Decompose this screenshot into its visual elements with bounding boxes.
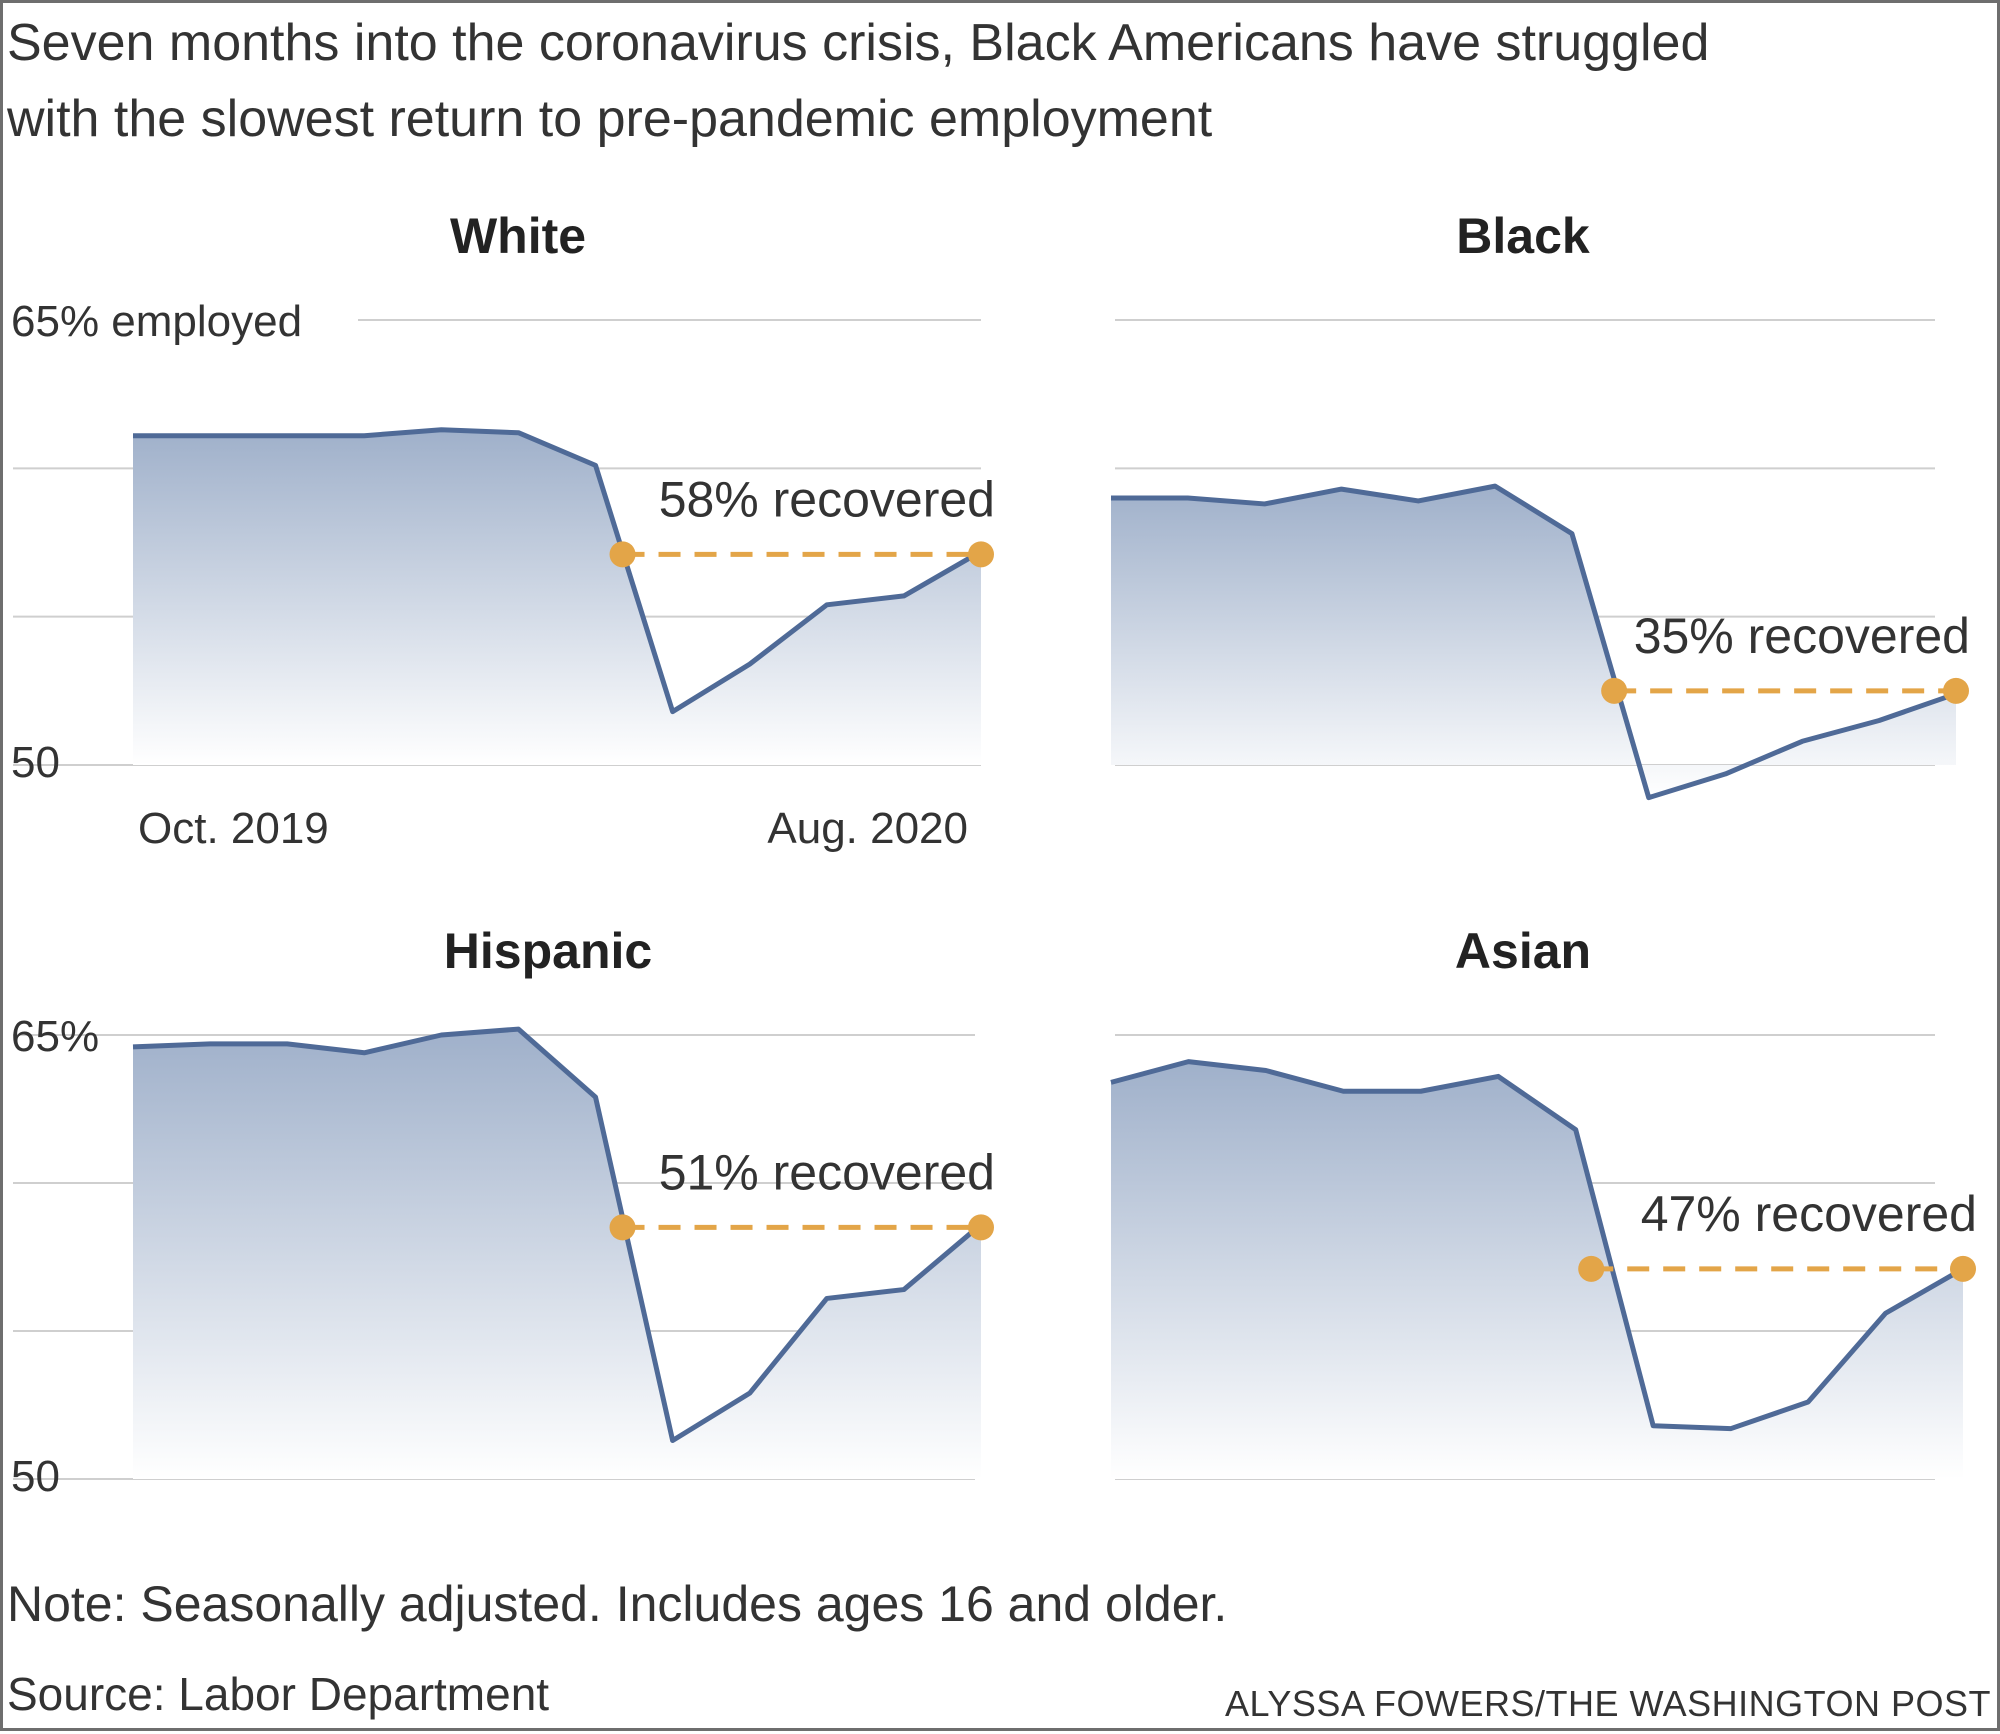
line-asian [1110,1059,1965,1432]
recovery-dot-start-hispanic [609,1214,636,1241]
x-label-last-white: Aug. 2020 [767,804,968,853]
area-hispanic [133,1029,981,1479]
panel-title-black: Black [1456,208,1590,264]
line-white [133,427,983,715]
panel-title-white: White [450,208,586,264]
recovery-dot-end-hispanic [968,1214,994,1241]
recovery-dot-end-white [968,541,994,568]
title-line-2: with the slowest return to pre-pandemic … [7,90,1213,148]
recovery-label-asian: 47% recovered [1641,1186,1977,1242]
area-asian [1111,1061,1963,1479]
panel-asian: 47% recovered Asian [1110,923,1977,1480]
note: Note: Seasonally adjusted. Includes ages… [7,1576,1228,1632]
panel-hispanic: 51% recovered Hispanic 65% 50 [11,923,995,1501]
title-line-1: Seven months into the coronavirus crisis… [7,14,1710,72]
panel-title-asian: Asian [1455,923,1591,979]
recovery-dot-end-asian [1950,1255,1976,1282]
charts-svg: 58% recovered White 65% employed 50 Oct. 201… [11,208,1977,1501]
recovery-dot-start-asian [1578,1255,1605,1282]
chart-title: Seven months into the coronavirus crisis… [7,5,1709,157]
y-label-bottom-white: 50 [11,738,60,787]
credit: ALYSSA FOWERS/THE WASHINGTON POST [1225,1683,1991,1724]
source: Source: Labor Department [7,1668,550,1720]
panel-title-hispanic: Hispanic [444,923,652,979]
area-white [133,429,981,765]
recovery-label-hispanic: 51% recovered [659,1144,995,1200]
y-label-top-hispanic: 65% [11,1012,99,1061]
recovery-dot-end-black [1943,677,1969,704]
line-black [1111,483,1957,801]
recovery-dot-start-black [1601,677,1628,704]
recovery-dot-start-white [609,541,636,568]
recovery-label-white: 58% recovered [659,471,995,527]
area-black [1111,486,1956,798]
recovery-label-black: 35% recovered [1634,608,1970,664]
line-hispanic [132,1026,983,1444]
panel-white: 58% recovered White 65% employed 50 Oct. 201… [11,208,995,853]
y-label-bottom-hispanic: 50 [11,1452,60,1501]
panel-black: 35% recovered Black [1111,208,1970,801]
x-label-first-white: Oct. 2019 [138,804,329,853]
y-label-top-white: 65% employed [11,297,302,346]
